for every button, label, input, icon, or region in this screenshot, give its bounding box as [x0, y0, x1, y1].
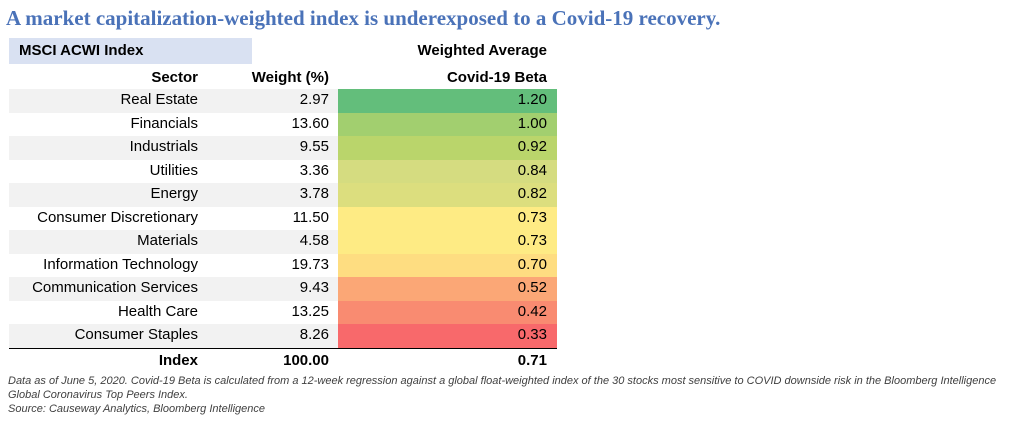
weight-cell: 3.78 [299, 185, 329, 202]
table-row: Communication Services 9.43 0.52 [9, 277, 557, 301]
table-row: Financials 13.60 1.00 [9, 112, 557, 136]
sector-cell: Materials [137, 232, 198, 249]
beta-cell: 0.42 [517, 302, 547, 320]
beta-cell: 0.52 [517, 279, 547, 296]
total-weight: 100.00 [283, 352, 329, 369]
weight-cell: 13.60 [291, 114, 329, 132]
sector-cell: Health Care [117, 302, 198, 320]
table-row: Consumer Staples 8.26 0.33 [9, 324, 557, 348]
sector-cell: Consumer Staples [74, 326, 198, 343]
beta-cell: 1.00 [517, 114, 547, 132]
footnote-source: Source: Causeway Analytics, Bloomberg In… [8, 403, 266, 415]
weight-cell: 3.36 [299, 161, 329, 179]
header-row: Sector Weight (%) Covid-19 Beta [9, 65, 557, 89]
weight-cell: 11.50 [292, 208, 329, 226]
weight-cell: 2.97 [299, 91, 329, 108]
table-row: Information Technology 19.73 0.70 [9, 253, 557, 277]
total-label: Index [158, 352, 198, 369]
beta-cell: 0.33 [517, 326, 547, 343]
sector-cell: Financials [130, 114, 198, 132]
table-tag-label: MSCI ACWI Index [19, 42, 144, 59]
beta-cell-fill [338, 230, 557, 254]
sector-cell: Energy [150, 185, 198, 202]
sector-cell: Industrials [129, 138, 198, 155]
table-row: Energy 3.78 0.82 [9, 183, 557, 207]
header-weight: Weight (%) [251, 69, 329, 86]
beta-cell-fill [338, 112, 557, 136]
beta-cell-fill [338, 277, 557, 301]
sector-cell: Information Technology [43, 255, 198, 273]
footnote-data: Data as of June 5, 2020. Covid-19 Beta i… [8, 375, 997, 401]
page-title: A market capitalization-weighted index i… [6, 6, 721, 30]
header-sector: Sector [151, 69, 198, 86]
sector-cell: Consumer Discretionary [37, 208, 198, 226]
beta-cell: 0.70 [517, 255, 547, 273]
beta-cell: 0.82 [517, 185, 547, 202]
sector-cell: Utilities [149, 161, 198, 179]
table-row: Utilities 3.36 0.84 [9, 159, 557, 183]
beta-cell: 0.84 [517, 161, 547, 179]
beta-cell: 0.73 [517, 232, 547, 249]
sector-cell: Real Estate [120, 91, 198, 108]
header-beta-line1: Weighted Average [417, 42, 547, 59]
beta-cell-fill [338, 300, 557, 324]
weight-cell: 9.55 [299, 138, 329, 155]
weight-cell: 8.26 [299, 326, 329, 343]
beta-cell-fill [338, 253, 557, 277]
header-beta-line2: Covid-19 Beta [446, 69, 547, 86]
beta-cell-fill [338, 136, 557, 160]
sector-cell: Communication Services [32, 279, 198, 296]
table-tag: MSCI ACWI Index [9, 38, 252, 64]
table-row: Industrials 9.55 0.92 [9, 136, 557, 160]
table-row: Materials 4.58 0.73 [9, 230, 557, 254]
footnotes: Data as of June 5, 2020. Covid-19 Beta i… [8, 374, 1020, 416]
beta-cell-fill [338, 183, 557, 207]
beta-cell: 0.73 [517, 208, 547, 226]
table-body: Real Estate 2.97 1.20 Financials 13.60 1.00 In… [9, 89, 557, 348]
weight-cell: 13.25 [291, 302, 329, 320]
beta-cell-fill [338, 159, 557, 183]
table-row: Real Estate 2.97 1.20 [9, 89, 557, 113]
weight-cell: 4.58 [299, 232, 329, 249]
beta-cell: 0.92 [517, 138, 547, 155]
weight-cell: 9.43 [299, 279, 329, 296]
beta-cell-fill [338, 324, 557, 348]
beta-cell-fill [338, 89, 557, 113]
table-row: Consumer Discretionary 11.50 0.73 [9, 206, 557, 230]
beta-cell: 1.20 [517, 91, 547, 108]
table-row: Health Care 13.25 0.42 [9, 300, 557, 324]
total-row: Index 100.00 0.71 [9, 348, 557, 373]
total-beta: 0.71 [517, 352, 547, 369]
beta-cell-fill [338, 206, 557, 230]
weight-cell: 19.73 [291, 255, 329, 273]
